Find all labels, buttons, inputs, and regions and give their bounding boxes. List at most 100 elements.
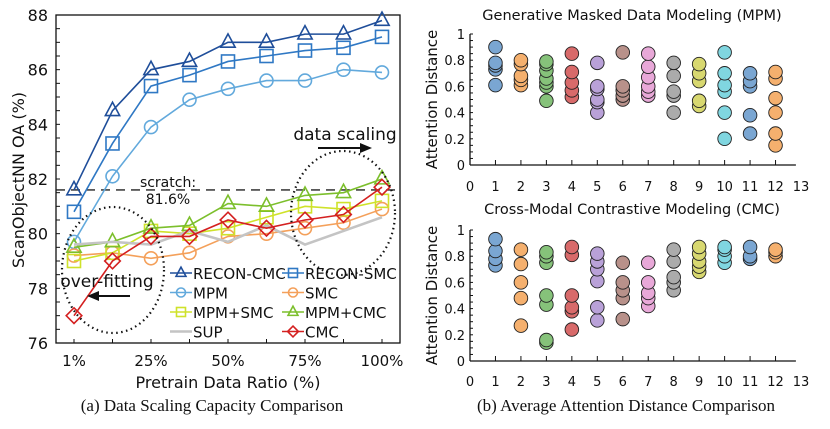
data-point — [666, 105, 681, 120]
data-point — [615, 275, 631, 290]
head-9-points — [691, 239, 707, 280]
data-point — [182, 92, 197, 108]
x-tick-label: 75% — [288, 352, 321, 370]
y-tick-label: 0.2 — [444, 133, 465, 148]
y-tick-label: 88 — [28, 6, 48, 25]
data-point — [220, 81, 236, 97]
legend-item: SMC — [282, 285, 338, 303]
x-tick-label: 0 — [466, 180, 474, 195]
head-8-points — [666, 55, 681, 120]
series-line — [73, 178, 383, 249]
data-point — [374, 29, 390, 45]
data-point — [768, 242, 783, 257]
data-point — [640, 59, 656, 75]
data-point — [142, 227, 160, 246]
data-point — [296, 185, 314, 202]
legend-label: MPM+CMC — [305, 304, 386, 322]
legend-label: CMC — [305, 324, 339, 342]
data-point — [564, 46, 580, 61]
head-1-points — [488, 231, 503, 273]
data-point — [539, 54, 554, 69]
head-1-points — [488, 39, 503, 93]
y-tick-label: 76 — [28, 334, 48, 353]
cmc-attention-chart: Cross-Modal Contrastive Modeling (CMC)00… — [423, 202, 809, 390]
x-tick-label: 25% — [134, 352, 167, 370]
caption-a: (a) Data Scaling Capacity Comparison — [81, 396, 344, 415]
y-tick-label: 0.6 — [444, 276, 465, 291]
data-point — [336, 62, 351, 77]
legend-label: SUP — [193, 324, 223, 342]
data-point — [590, 55, 605, 71]
legend-label: RECON-SMC — [305, 265, 397, 283]
data-point — [105, 168, 120, 184]
y-axis-label: Attention Distance — [423, 30, 441, 170]
data-point — [257, 219, 276, 238]
x-tick-label: 5 — [593, 375, 601, 390]
y-tick-label: 0.2 — [444, 329, 465, 344]
series-line — [73, 216, 383, 247]
x-tick-label: 3 — [542, 180, 550, 195]
head-7-points — [640, 46, 656, 103]
x-tick-label: 11 — [742, 180, 759, 195]
data-point — [564, 239, 580, 255]
data-point — [590, 300, 605, 315]
x-tick-label: 5 — [593, 180, 601, 195]
plot-frame — [55, 14, 401, 344]
data-point — [539, 332, 554, 348]
data-point — [296, 211, 314, 229]
data-point — [220, 220, 236, 236]
data-point — [335, 182, 352, 199]
x-tick-label: 2 — [517, 180, 525, 195]
scratch-label: scratch: — [140, 175, 196, 191]
data-point — [374, 201, 390, 217]
series-line — [73, 68, 383, 243]
data-point — [615, 45, 631, 60]
data-point — [590, 79, 605, 94]
data-point — [259, 226, 274, 241]
data-point — [104, 231, 121, 248]
legend-item: RECON-SMC — [282, 265, 397, 283]
y-axis-label: ScanObjectNN OA (%) — [9, 92, 28, 268]
x-tick-label: 4 — [568, 375, 576, 390]
head-4-points — [564, 46, 580, 105]
head-3-points — [539, 245, 554, 350]
data-point — [142, 218, 160, 234]
data-point — [539, 245, 554, 260]
data-point — [297, 43, 313, 58]
x-tick-label: 13 — [793, 375, 810, 390]
data-point — [259, 48, 274, 64]
data-point — [334, 205, 353, 224]
x-tick-label: 12 — [767, 375, 784, 390]
chart-title: Cross-Modal Contrastive Modeling (CMC) — [484, 202, 780, 218]
data-point — [691, 93, 707, 109]
data-point — [219, 193, 237, 210]
y-tick-label: 0.4 — [444, 303, 465, 318]
series-recon-cmc — [65, 10, 391, 196]
y-tick-label: 0.8 — [444, 250, 465, 265]
data-point — [640, 46, 656, 61]
data-point — [181, 51, 198, 68]
data-point — [615, 255, 631, 270]
head-7-points — [640, 255, 656, 314]
data-point — [666, 84, 681, 99]
y-tick-label: 80 — [28, 225, 48, 244]
legend-marker — [174, 265, 188, 278]
data-point — [666, 269, 681, 285]
series-line — [73, 208, 383, 260]
data-point — [373, 178, 391, 197]
data-point — [666, 68, 681, 84]
data-point — [742, 239, 758, 255]
legend: RECON-CMC RECON-SMC MPM SMC MPM+SMC MPM+CMC SU… — [170, 265, 397, 342]
data-point — [488, 39, 503, 55]
head-8-points — [666, 242, 681, 298]
head-4-points — [564, 239, 580, 337]
head-11-points — [742, 239, 758, 267]
y-tick-label: 82 — [28, 170, 48, 189]
data-point — [182, 245, 197, 261]
data-point — [219, 211, 237, 229]
arrow-head-icon — [360, 143, 372, 153]
data-point — [104, 100, 121, 117]
head-10-points — [717, 45, 732, 147]
y-tick-label: 78 — [28, 279, 48, 298]
